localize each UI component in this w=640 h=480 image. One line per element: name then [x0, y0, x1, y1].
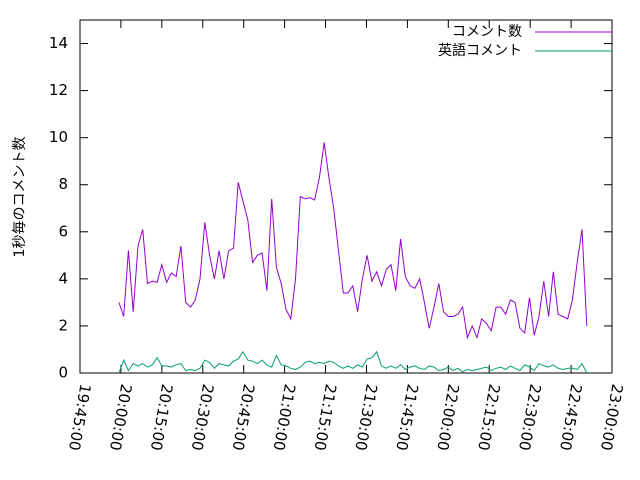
x-tick-label: 21:45:00: [392, 383, 421, 452]
x-tick-label: 20:15:00: [147, 383, 176, 452]
x-tick-label: 21:15:00: [310, 383, 339, 452]
x-tick-label: 23:00:00: [597, 383, 626, 452]
x-tick-label: 22:15:00: [474, 383, 503, 452]
series-line: [118, 142, 588, 340]
series-line: [118, 350, 588, 374]
x-tick-label: 22:30:00: [515, 383, 544, 452]
x-tick-label: 20:30:00: [188, 383, 217, 452]
x-tick-label: 20:00:00: [106, 383, 135, 452]
y-tick-label: 12: [49, 81, 68, 99]
y-tick-label: 6: [58, 222, 68, 240]
legend-label: コメント数: [452, 24, 522, 40]
y-tick-label: 8: [58, 175, 68, 193]
y-tick-label: 4: [58, 269, 68, 287]
x-tick-label: 21:30:00: [351, 383, 380, 452]
y-axis-label: 1秒毎のコメント数: [12, 137, 28, 258]
x-tick-label: 19:45:00: [65, 383, 94, 452]
legend-label: 英語コメント: [438, 42, 522, 59]
y-tick-label: 14: [49, 34, 68, 52]
x-tick-label: 22:00:00: [433, 383, 462, 452]
y-tick-label: 10: [49, 128, 68, 146]
y-tick-label: 0: [58, 364, 68, 382]
y-tick-label: 2: [58, 316, 68, 334]
plot-frame: [79, 19, 613, 374]
x-tick-label: 20:45:00: [229, 383, 258, 452]
x-tick-label: 21:00:00: [270, 383, 299, 452]
x-tick-label: 22:45:00: [556, 383, 585, 452]
